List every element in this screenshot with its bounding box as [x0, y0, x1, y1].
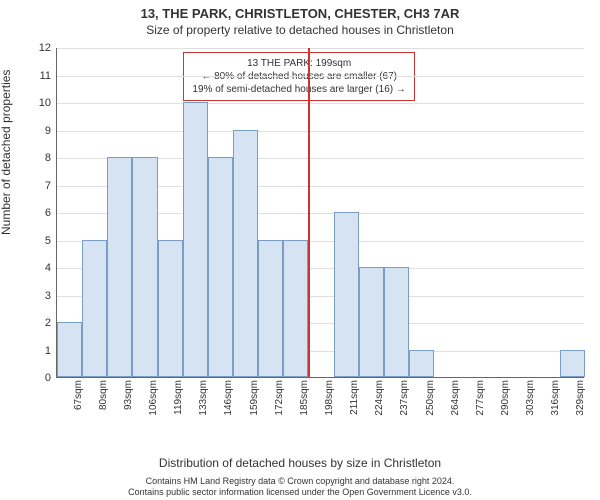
x-tick-label: 224sqm — [374, 380, 385, 416]
x-tick-label: 250sqm — [425, 380, 436, 416]
plot-area: 13 THE PARK: 199sqm ← 80% of detached ho… — [56, 48, 584, 378]
y-tick-label: 12 — [39, 42, 57, 54]
histogram-bar — [258, 240, 283, 378]
x-tick-label: 290sqm — [500, 380, 511, 416]
histogram-bar — [334, 212, 359, 377]
x-tick-label: 237sqm — [399, 380, 410, 416]
x-tick-label: 146sqm — [223, 380, 234, 416]
histogram-bar — [384, 267, 409, 377]
x-tick-label: 277sqm — [475, 380, 486, 416]
x-tick-label: 133sqm — [198, 380, 209, 416]
x-tick-label: 93sqm — [123, 380, 134, 410]
x-tick-label: 67sqm — [73, 380, 84, 410]
y-tick-label: 5 — [45, 235, 57, 247]
y-tick-label: 4 — [45, 262, 57, 274]
y-tick-label: 1 — [45, 345, 57, 357]
x-tick-label: 159sqm — [249, 380, 260, 416]
histogram-bar — [132, 157, 157, 377]
x-tick-label: 316sqm — [550, 380, 561, 416]
x-tick-label: 264sqm — [450, 380, 461, 416]
gridline — [57, 131, 584, 132]
y-tick-label: 8 — [45, 152, 57, 164]
y-axis-label: Number of detached properties — [0, 70, 13, 235]
page-title: 13, THE PARK, CHRISTLETON, CHESTER, CH3 … — [0, 0, 600, 21]
x-tick-row: 67sqm 80sqm 93sqm 106sqm 119sqm 133sqm 146sqm 1… — [56, 380, 584, 440]
histogram-bar — [233, 130, 258, 378]
histogram-bar — [183, 102, 208, 377]
annotation-box: 13 THE PARK: 199sqm ← 80% of detached ho… — [183, 52, 414, 101]
histogram-bar — [158, 240, 183, 378]
histogram-bar — [409, 350, 434, 378]
y-tick-label: 2 — [45, 317, 57, 329]
histogram-bar — [208, 157, 233, 377]
gridline — [57, 48, 584, 49]
x-tick-label: 185sqm — [299, 380, 310, 416]
histogram-bar — [107, 157, 132, 377]
gridline — [57, 76, 584, 77]
page-subtitle: Size of property relative to detached ho… — [0, 21, 600, 37]
y-tick-label: 7 — [45, 180, 57, 192]
footnote: Contains HM Land Registry data © Crown c… — [0, 476, 600, 498]
x-tick-label: 303sqm — [525, 380, 536, 416]
annotation-line: ← 80% of detached houses are smaller (67… — [192, 70, 405, 83]
gridline — [57, 103, 584, 104]
histogram-bar — [57, 322, 82, 377]
x-tick-label: 198sqm — [324, 380, 335, 416]
marker-line — [308, 48, 310, 377]
histogram-bar — [560, 350, 585, 378]
histogram-bar — [82, 240, 107, 378]
x-tick-label: 106sqm — [148, 380, 159, 416]
y-tick-label: 3 — [45, 290, 57, 302]
y-tick-label: 11 — [40, 70, 57, 82]
x-tick-label: 211sqm — [349, 380, 360, 415]
annotation-line: 13 THE PARK: 199sqm — [192, 57, 405, 70]
histogram-bar — [283, 240, 308, 378]
footnote-line: Contains public sector information licen… — [0, 487, 600, 498]
footnote-line: Contains HM Land Registry data © Crown c… — [0, 476, 600, 487]
x-tick-label: 80sqm — [98, 380, 109, 410]
y-tick-label: 6 — [45, 207, 57, 219]
annotation-line: 19% of semi-detached houses are larger (… — [192, 83, 405, 96]
histogram-bar — [359, 267, 384, 377]
y-tick-label: 10 — [39, 97, 57, 109]
y-tick-label: 9 — [45, 125, 57, 137]
x-tick-label: 172sqm — [274, 380, 285, 416]
x-tick-label: 329sqm — [575, 380, 586, 416]
x-axis-label: Distribution of detached houses by size … — [0, 456, 600, 470]
x-tick-label: 119sqm — [173, 380, 184, 415]
